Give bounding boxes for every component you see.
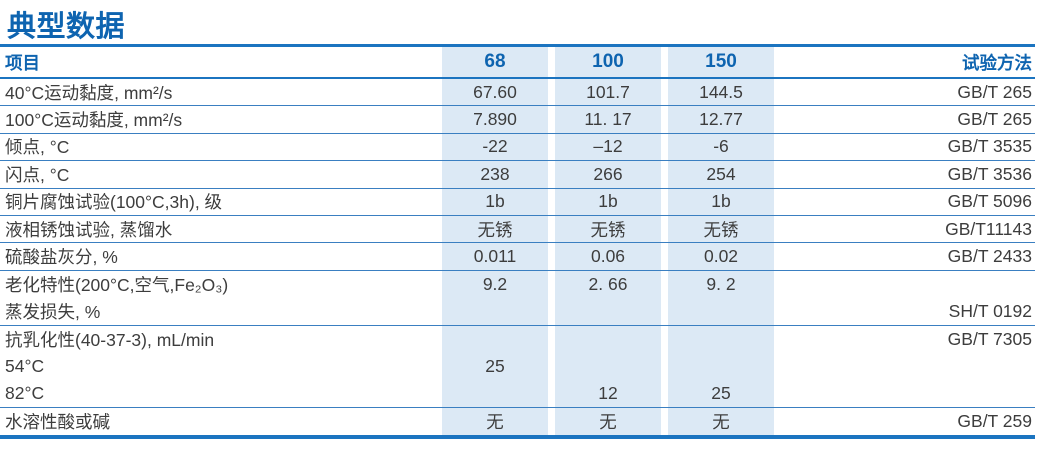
test-method: GB/T 2433 xyxy=(947,246,1032,267)
header-grade-150: 150 xyxy=(705,51,737,72)
value-68: 无锈 xyxy=(477,219,513,240)
value-68: 25 xyxy=(485,356,505,377)
column-stripe-100 xyxy=(555,47,661,436)
value-100: 1b xyxy=(598,191,618,212)
value-150: 12.77 xyxy=(699,109,743,130)
value-150: -6 xyxy=(713,136,729,157)
value-68: -22 xyxy=(482,136,508,157)
header-grade-68: 68 xyxy=(484,51,506,72)
row-label: 抗乳化性(40-37-3), mL/min xyxy=(5,329,215,350)
table-row: 铜片腐蚀试验(100°C,3h), 级 1b 1b 1b GB/T 5096 xyxy=(0,189,1035,216)
value-68: 7.890 xyxy=(473,109,517,130)
header-test-method: 试验方法 xyxy=(962,52,1032,73)
value-150: 25 xyxy=(711,382,731,403)
row-label: 54°C xyxy=(5,356,45,377)
header-grade-100: 100 xyxy=(592,51,624,72)
table-row: 倾点, °C -22 –12 -6 GB/T 3535 xyxy=(0,134,1035,162)
value-68: 0.011 xyxy=(473,246,517,267)
column-stripe-68 xyxy=(442,47,548,436)
row-label: 铜片腐蚀试验(100°C,3h), 级 xyxy=(5,192,223,213)
test-method: GB/T 7305 xyxy=(947,328,1032,349)
value-100: 101.7 xyxy=(586,81,630,102)
table-row: 闪点, °C 238 266 254 GB/T 3536 xyxy=(0,161,1035,189)
table-row: 液相锈蚀试验, 蒸馏水 无锈 无锈 无锈 GB/T11143 xyxy=(0,216,1035,244)
row-label: 老化特性(200°C,空气,Fe₂O₃) xyxy=(5,274,229,295)
table-row: 54°C 25 xyxy=(0,353,1035,380)
value-100: 无 xyxy=(599,411,617,432)
test-method: GB/T 259 xyxy=(957,410,1032,431)
row-label: 100°C运动黏度, mm²/s xyxy=(5,110,183,131)
test-method: GB/T 3535 xyxy=(947,136,1032,157)
value-68: 238 xyxy=(480,163,510,184)
row-label: 闪点, °C xyxy=(5,164,70,185)
row-label: 蒸发损失, % xyxy=(5,301,101,322)
value-100: 0.06 xyxy=(590,246,626,267)
row-label: 倾点, °C xyxy=(5,137,70,158)
value-68: 67.60 xyxy=(473,81,517,102)
column-stripe-150 xyxy=(668,47,774,436)
row-label: 硫酸盐灰分, % xyxy=(5,247,118,268)
value-68: 9.2 xyxy=(482,273,508,294)
table-row: 100°C运动黏度, mm²/s 7.890 11. 17 12.77 GB/T… xyxy=(0,106,1035,134)
value-100: –12 xyxy=(593,136,623,157)
header-item: 项目 xyxy=(5,52,40,73)
test-method: GB/T 5096 xyxy=(947,191,1032,212)
value-150: 无 xyxy=(712,411,730,432)
table-row: 抗乳化性(40-37-3), mL/min GB/T 7305 xyxy=(0,326,1035,353)
test-method: GB/T11143 xyxy=(945,218,1032,239)
value-100: 11. 17 xyxy=(584,109,632,130)
value-150: 0.02 xyxy=(703,246,739,267)
page-title: 典型数据 xyxy=(7,11,126,43)
row-label: 40°C运动黏度, mm²/s xyxy=(5,82,173,103)
value-150: 1b xyxy=(711,191,731,212)
typical-data-table: 项目 68 100 150 试验方法 40°C运动黏度, mm²/s 67.60… xyxy=(0,44,1035,440)
value-100: 2. 66 xyxy=(588,273,628,294)
value-150: 无锈 xyxy=(703,219,739,240)
table-row: 老化特性(200°C,空气,Fe₂O₃) 9.2 2. 66 9. 2 xyxy=(0,271,1035,298)
test-method: SH/T 0192 xyxy=(948,300,1032,321)
value-100: 12 xyxy=(598,382,618,403)
table-row: 水溶性酸或碱 无 无 无 GB/T 259 xyxy=(0,408,1035,435)
value-100: 无锈 xyxy=(590,219,626,240)
row-label: 82°C xyxy=(5,382,45,403)
table-row: 蒸发损失, % SH/T 0192 xyxy=(0,298,1035,326)
value-100: 266 xyxy=(593,163,623,184)
value-68: 1b xyxy=(485,191,505,212)
test-method: GB/T 3536 xyxy=(947,163,1032,184)
value-150: 254 xyxy=(706,163,736,184)
table-row: 82°C 12 25 xyxy=(0,380,1035,408)
row-label: 液相锈蚀试验, 蒸馏水 xyxy=(5,219,173,240)
table-row: 40°C运动黏度, mm²/s 67.60 101.7 144.5 GB/T 2… xyxy=(0,79,1035,107)
table-header-row: 项目 68 100 150 试验方法 xyxy=(0,47,1035,79)
value-150: 144.5 xyxy=(699,81,743,102)
value-68: 无 xyxy=(486,411,504,432)
table-row: 硫酸盐灰分, % 0.011 0.06 0.02 GB/T 2433 xyxy=(0,243,1035,271)
row-label: 水溶性酸或碱 xyxy=(5,411,110,432)
test-method: GB/T 265 xyxy=(957,81,1032,102)
value-150: 9. 2 xyxy=(706,273,736,294)
test-method: GB/T 265 xyxy=(957,109,1032,130)
